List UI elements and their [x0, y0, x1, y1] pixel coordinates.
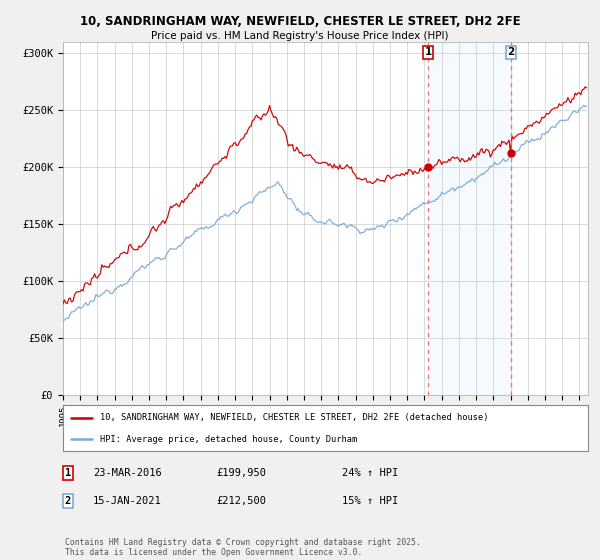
- Text: £199,950: £199,950: [216, 468, 266, 478]
- Text: 10, SANDRINGHAM WAY, NEWFIELD, CHESTER LE STREET, DH2 2FE (detached house): 10, SANDRINGHAM WAY, NEWFIELD, CHESTER L…: [100, 413, 488, 422]
- Text: 10, SANDRINGHAM WAY, NEWFIELD, CHESTER LE STREET, DH2 2FE: 10, SANDRINGHAM WAY, NEWFIELD, CHESTER L…: [80, 15, 520, 28]
- Text: 1: 1: [424, 47, 432, 57]
- Text: 23-MAR-2016: 23-MAR-2016: [93, 468, 162, 478]
- Text: 2: 2: [65, 496, 71, 506]
- Text: £212,500: £212,500: [216, 496, 266, 506]
- Text: 1: 1: [65, 468, 71, 478]
- Text: Contains HM Land Registry data © Crown copyright and database right 2025.
This d: Contains HM Land Registry data © Crown c…: [65, 538, 421, 557]
- Bar: [428, 42, 511, 395]
- Text: 2: 2: [508, 47, 515, 57]
- Text: 24% ↑ HPI: 24% ↑ HPI: [342, 468, 398, 478]
- Text: 15-JAN-2021: 15-JAN-2021: [93, 496, 162, 506]
- Text: 15% ↑ HPI: 15% ↑ HPI: [342, 496, 398, 506]
- Text: Price paid vs. HM Land Registry's House Price Index (HPI): Price paid vs. HM Land Registry's House …: [151, 31, 449, 41]
- Text: HPI: Average price, detached house, County Durham: HPI: Average price, detached house, Coun…: [100, 435, 357, 444]
